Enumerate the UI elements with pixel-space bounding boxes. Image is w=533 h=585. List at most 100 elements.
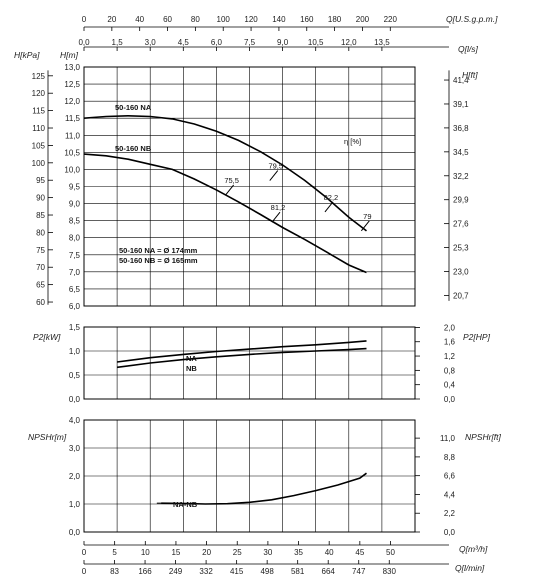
head-y-tick-label: 8,0: [69, 234, 81, 243]
head-y-tick-label: 13,0: [64, 63, 80, 72]
gpm-tick-label: 160: [300, 15, 314, 24]
head-y-tick-label: 7,5: [69, 251, 81, 260]
kpa-axis-label: H[kPa]: [14, 50, 40, 60]
lmin-tick-label: 415: [230, 567, 244, 576]
head-y-tick-label: 9,5: [69, 183, 81, 192]
lmin-tick-label: 498: [260, 567, 274, 576]
power-series-label: NA: [186, 354, 197, 363]
ft-tick-label: 36,8: [453, 124, 469, 133]
m3h-tick-label: 25: [233, 548, 242, 557]
kpa-tick-label: 85: [36, 211, 45, 220]
lmin-tick-label: 83: [110, 567, 119, 576]
ft-tick-label: 41,4: [453, 76, 469, 85]
gpm-tick-label: 120: [244, 15, 258, 24]
ls-tick-label: 12,0: [341, 38, 357, 47]
efficiency-label: 81,2: [271, 203, 286, 212]
legend-entry: 50-160 NB = Ø 165mm: [119, 256, 198, 265]
ls-tick-label: 9,0: [277, 38, 289, 47]
gpm-tick-label: 100: [217, 15, 231, 24]
m3h-tick-label: 10: [141, 548, 150, 557]
npsh-ft-tick-label: 0,0: [444, 528, 456, 537]
m3h-axis-label: Q[m³/h]: [459, 544, 488, 554]
ls-tick-label: 1,5: [112, 38, 124, 47]
npsh-ft-tick-label: 11,0: [440, 434, 456, 443]
head-y-tick-label: 9,0: [69, 200, 81, 209]
efficiency-mark: [225, 184, 235, 196]
ft-tick-label: 23,0: [453, 268, 469, 277]
power-axis-label: P2[kW]: [33, 332, 61, 342]
gpm-tick-label: 140: [272, 15, 286, 24]
ft-tick-label: 39,1: [453, 100, 469, 109]
hp-tick-label: 0,4: [444, 381, 456, 390]
npsh-curve: [161, 472, 367, 505]
m3h-tick-label: 5: [112, 548, 117, 557]
hp-tick-label: 0,8: [444, 366, 456, 375]
lmin-tick-label: 830: [383, 567, 397, 576]
npsh-y-tick-label: 4,0: [69, 416, 81, 425]
npsh-y-tick-label: 2,0: [69, 472, 81, 481]
ft-tick-label: 29,9: [453, 196, 469, 205]
ft-tick-label: 27,6: [453, 220, 469, 229]
lmin-tick-label: 581: [291, 567, 305, 576]
head-y-tick-label: 7,0: [69, 268, 81, 277]
kpa-tick-label: 90: [36, 194, 45, 203]
head-axis-label: H[m]: [60, 50, 79, 60]
gpm-tick-label: 40: [135, 15, 144, 24]
hp-tick-label: 0,0: [444, 395, 456, 404]
kpa-tick-label: 75: [36, 246, 45, 255]
ft-axis-label: H[ft]: [462, 70, 478, 80]
ls-tick-label: 6,0: [211, 38, 223, 47]
npsh-y-tick-label: 3,0: [69, 444, 81, 453]
kpa-tick-label: 105: [32, 141, 46, 150]
gpm-tick-label: 60: [163, 15, 172, 24]
kpa-tick-label: 70: [36, 263, 45, 272]
head-y-tick-label: 6,5: [69, 285, 81, 294]
head-y-tick-label: 6,0: [69, 302, 81, 311]
lmin-tick-label: 332: [199, 567, 213, 576]
head-y-tick-label: 10,0: [64, 165, 80, 174]
gpm-axis-label: Q[U.S.g.p.m.]: [446, 14, 498, 24]
head-y-tick-label: 8,5: [69, 217, 81, 226]
power-y-tick-label: 1,0: [69, 347, 81, 356]
m3h-tick-label: 20: [202, 548, 211, 557]
hp-tick-label: 1,6: [444, 338, 456, 347]
npsh-ft-tick-label: 6,6: [444, 472, 456, 481]
head-series-label: 50-160 NB: [115, 144, 152, 153]
efficiency-mark: [324, 201, 334, 213]
kpa-tick-label: 115: [32, 107, 45, 116]
hp-axis-label: P2[HP]: [463, 332, 491, 342]
gpm-tick-label: 80: [191, 15, 200, 24]
ls-tick-label: 0,0: [78, 38, 90, 47]
npsh-ft-tick-label: 8,8: [444, 453, 456, 462]
m3h-tick-label: 30: [263, 548, 272, 557]
efficiency-mark: [269, 170, 279, 181]
head-y-tick-label: 12,5: [64, 80, 80, 89]
kpa-tick-label: 120: [32, 89, 46, 98]
power-y-tick-label: 0,5: [69, 371, 81, 380]
head-y-tick-label: 12,0: [64, 97, 80, 106]
kpa-tick-label: 100: [32, 159, 46, 168]
npsh-y-tick-label: 1,0: [69, 500, 81, 509]
ls-axis-label: Q[l/s]: [458, 44, 478, 54]
lmin-tick-label: 664: [322, 567, 336, 576]
ft-tick-label: 25,3: [453, 244, 469, 253]
efficiency-label: 82,2: [324, 193, 339, 202]
gpm-tick-label: 200: [356, 15, 370, 24]
npsh-ft-tick-label: 2,2: [444, 509, 456, 518]
m3h-tick-label: 35: [294, 548, 303, 557]
power-curve-na: [116, 340, 367, 363]
npsh-ft-tick-label: 4,4: [444, 490, 456, 499]
kpa-tick-label: 65: [36, 281, 45, 290]
head-series-label: 50-160 NA: [115, 103, 152, 112]
kpa-tick-label: 60: [36, 298, 45, 307]
kpa-tick-label: 95: [36, 176, 45, 185]
ls-tick-label: 10,5: [308, 38, 324, 47]
power-curve-nb: [116, 347, 367, 369]
m3h-tick-label: 40: [325, 548, 334, 557]
efficiency-label: 75,5: [224, 176, 239, 185]
legend-entry: 50-160 NA = Ø 174mm: [119, 246, 198, 255]
lmin-tick-label: 166: [138, 567, 152, 576]
ls-tick-label: 3,0: [145, 38, 157, 47]
ls-tick-label: 7,5: [244, 38, 256, 47]
